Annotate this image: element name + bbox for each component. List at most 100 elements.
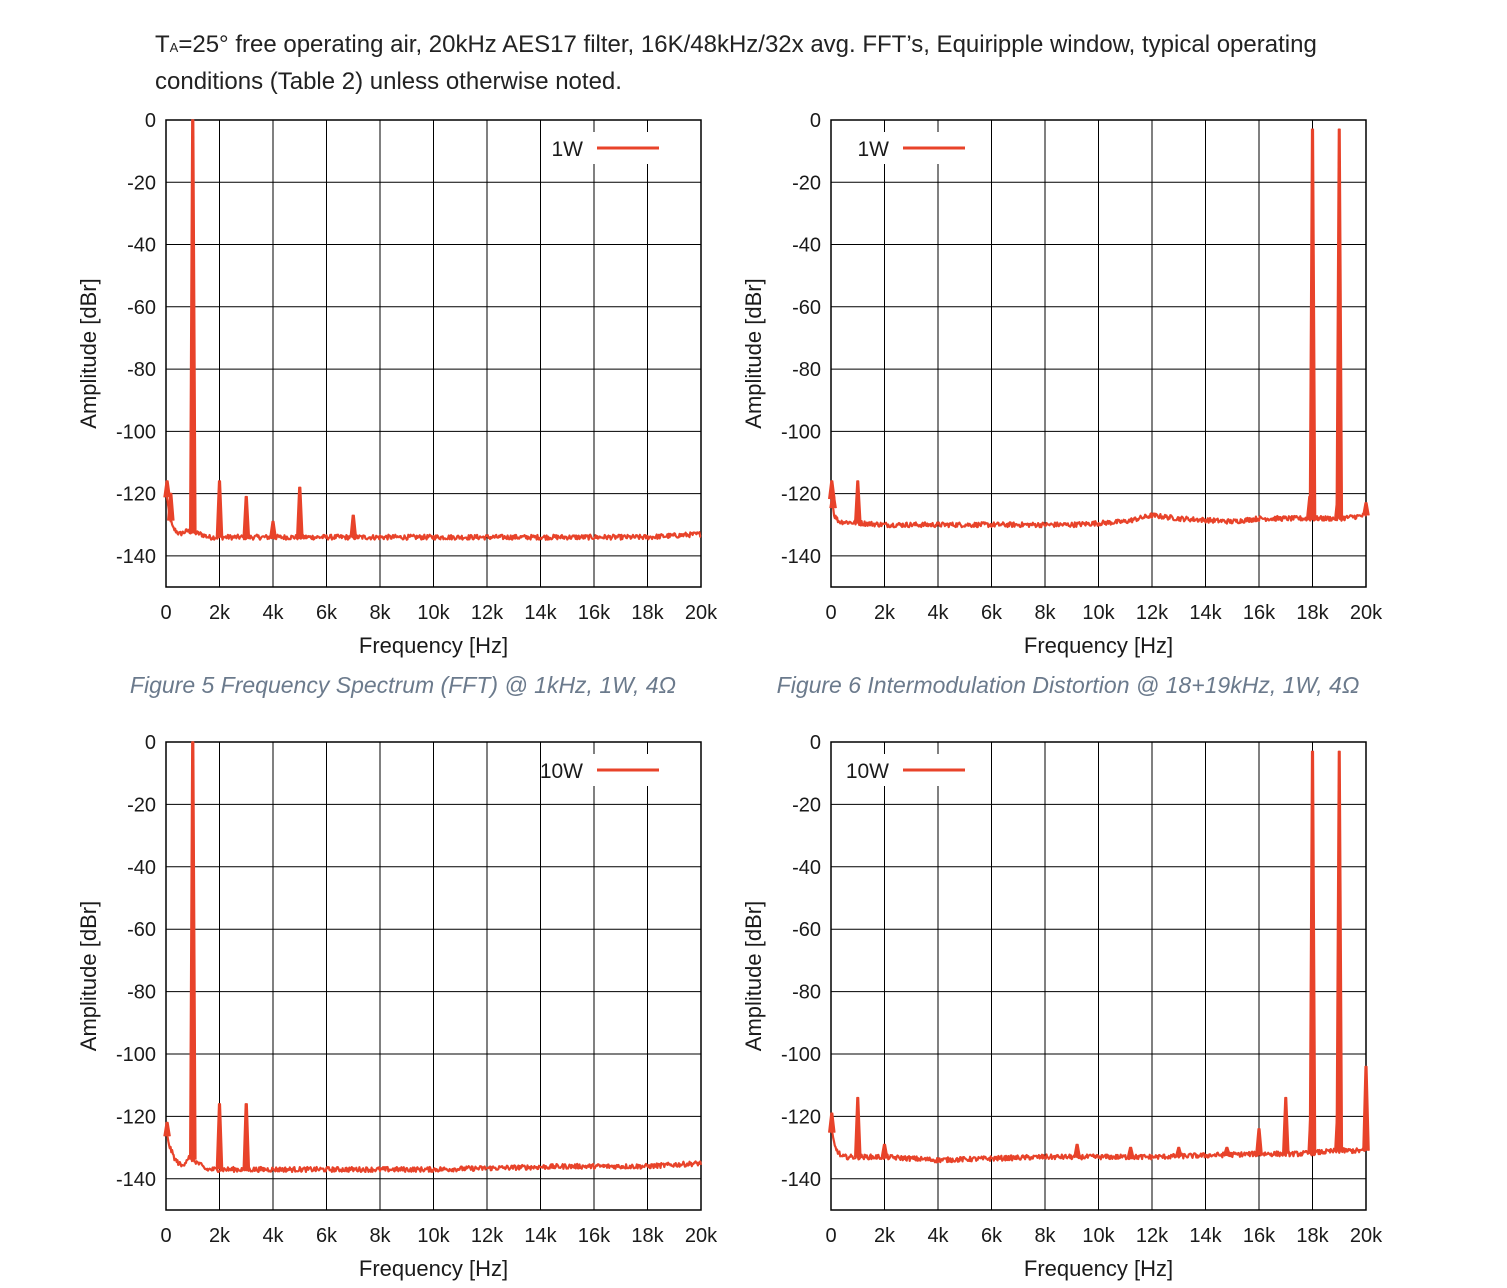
x-tick-label: 4k (927, 1225, 949, 1247)
x-tick-label: 8k (1034, 602, 1056, 624)
peak-mark (1126, 1146, 1135, 1158)
x-tick-label: 12k (471, 1225, 504, 1247)
y-tick-label: -60 (127, 297, 156, 319)
peak-mark (215, 480, 224, 538)
x-tick-label: 16k (1243, 602, 1276, 624)
y-axis-label: Amplitude [dBr] (741, 901, 766, 1051)
y-tick-label: -140 (781, 546, 821, 568)
peak-mark (1362, 502, 1370, 516)
peak-mark (349, 514, 358, 538)
x-tick-label: 20k (1350, 1225, 1383, 1247)
x-tick-label: 18k (631, 602, 664, 624)
y-tick-label: -120 (116, 484, 156, 506)
y-tick-label: -140 (116, 1169, 156, 1191)
x-tick-label: 14k (524, 602, 557, 624)
header-line-1-text: =25° free operating air, 20kHz AES17 fil… (178, 31, 1317, 58)
y-axis-label: Amplitude [dBr] (76, 901, 101, 1051)
peak-mark (854, 1096, 862, 1158)
x-tick-label: 6k (981, 1225, 1003, 1247)
peak-mark (1282, 1096, 1290, 1154)
x-tick-label: 20k (685, 602, 718, 624)
y-tick-label: -100 (781, 1044, 821, 1066)
peak-mark (189, 741, 197, 1160)
y-tick-label: -140 (781, 1169, 821, 1191)
y-axis-label: Amplitude [dBr] (76, 278, 101, 428)
y-tick-label: 0 (810, 110, 821, 132)
y-tick-label: -20 (127, 172, 156, 194)
peak-mark (242, 495, 251, 538)
x-tick-label: 4k (262, 1225, 284, 1247)
x-tick-label: 18k (1296, 602, 1329, 624)
x-tick-label: 0 (160, 1225, 171, 1247)
x-tick-label: 20k (1350, 602, 1383, 624)
x-axis-label: Frequency [Hz] (359, 633, 508, 658)
y-tick-label: -80 (127, 359, 156, 381)
series-floor-trace (829, 493, 1368, 529)
x-axis-label: Frequency [Hz] (359, 1256, 508, 1281)
peak-mark (1255, 1128, 1263, 1154)
x-tick-label: 10k (1082, 602, 1115, 624)
peak-mark (828, 1112, 836, 1133)
y-tick-label: -100 (781, 421, 821, 443)
x-tick-label: 6k (316, 602, 338, 624)
peak-mark (215, 1103, 224, 1170)
legend-label: 1W (858, 138, 890, 161)
header-line-2: conditions (Table 2) unless otherwise no… (155, 68, 622, 95)
chart-2: 0 2k 4k 6k 8k 10k 12k 14k 16k 18k 20k 0 -20 -40 -60 -80… (741, 110, 1383, 658)
y-tick-label: -40 (127, 857, 156, 879)
y-tick-label: -80 (792, 982, 821, 1004)
peak-mark (1335, 128, 1344, 519)
x-tick-label: 16k (1243, 1225, 1276, 1247)
x-tick-label: 12k (471, 602, 504, 624)
peak-mark (1335, 750, 1344, 1151)
plot-frame (830, 741, 1367, 1211)
peak-mark (880, 1143, 889, 1158)
x-tick-label: 2k (874, 602, 896, 624)
x-tick-label: 8k (1034, 1225, 1056, 1247)
x-tick-label: 0 (160, 602, 171, 624)
y-tick-label: -60 (792, 919, 821, 941)
figure-5-caption: Figure 5 Frequency Spectrum (FFT) @ 1kHz… (129, 672, 677, 698)
legend-label: 10W (540, 760, 583, 783)
peak-mark (1308, 128, 1317, 519)
y-tick-label: 0 (145, 732, 156, 754)
y-tick-label: -20 (792, 172, 821, 194)
x-tick-label: 14k (1189, 602, 1222, 624)
figure-6-caption: Figure 6 Intermodulation Distortion @ 18… (776, 672, 1360, 698)
series-floor-trace (164, 1130, 703, 1174)
x-tick-label: 6k (316, 1225, 338, 1247)
y-tick-label: -40 (792, 235, 821, 257)
y-tick-label: -20 (792, 794, 821, 816)
x-tick-label: 0 (825, 602, 836, 624)
x-tick-label: 14k (1189, 1225, 1222, 1247)
header-line-1: TA=25° free operating air, 20kHz AES17 f… (155, 28, 1415, 65)
peak-mark (163, 480, 171, 498)
peak-mark (854, 480, 862, 523)
y-tick-label: -140 (116, 546, 156, 568)
peak-mark (1223, 1146, 1231, 1156)
peak-mark (296, 486, 304, 538)
x-tick-label: 18k (1296, 1225, 1329, 1247)
x-tick-label: 4k (262, 602, 284, 624)
plot-frame (165, 741, 702, 1211)
x-tick-label: 10k (417, 602, 450, 624)
y-tick-label: -40 (127, 235, 156, 257)
y-tick-label: -80 (127, 982, 156, 1004)
peak-mark (1308, 750, 1317, 1153)
x-tick-label: 0 (825, 1225, 836, 1247)
peak-mark (269, 520, 277, 538)
x-tick-label: 4k (927, 602, 949, 624)
x-tick-label: 10k (417, 1225, 450, 1247)
x-tick-label: 2k (209, 1225, 231, 1247)
peak-mark (189, 119, 197, 533)
x-tick-label: 2k (874, 1225, 896, 1247)
peak-mark (242, 1103, 251, 1170)
x-tick-label: 6k (981, 602, 1003, 624)
legend-label: 1W (552, 138, 584, 161)
peak-mark (1073, 1143, 1081, 1158)
x-tick-label: 8k (369, 602, 391, 624)
x-tick-label: 12k (1136, 602, 1169, 624)
y-axis-label: Amplitude [dBr] (741, 278, 766, 428)
legend-label: 10W (846, 760, 889, 783)
